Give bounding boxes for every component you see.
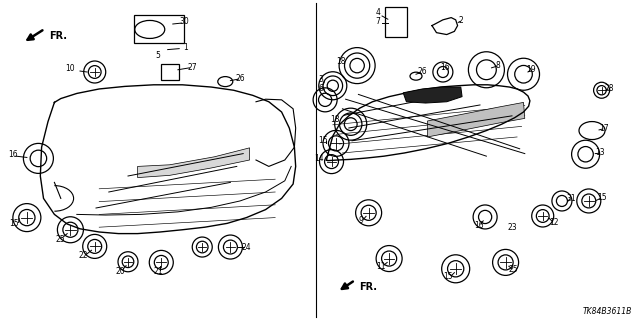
Text: 28: 28 bbox=[605, 84, 614, 93]
Text: 19: 19 bbox=[526, 65, 536, 74]
Text: 26: 26 bbox=[236, 74, 246, 83]
Polygon shape bbox=[403, 87, 462, 103]
Text: 16: 16 bbox=[8, 150, 18, 159]
Text: 4: 4 bbox=[375, 8, 380, 17]
Text: 15: 15 bbox=[317, 136, 328, 145]
Text: 23: 23 bbox=[507, 223, 517, 232]
Text: 15: 15 bbox=[596, 193, 607, 202]
Bar bbox=[161, 64, 179, 80]
Text: 15: 15 bbox=[9, 220, 19, 228]
Polygon shape bbox=[138, 148, 250, 178]
Text: 27: 27 bbox=[187, 63, 197, 72]
Text: 18: 18 bbox=[336, 57, 345, 66]
Text: 12: 12 bbox=[549, 218, 558, 227]
Text: 14: 14 bbox=[314, 154, 324, 163]
Text: 7: 7 bbox=[375, 17, 380, 26]
Text: 15: 15 bbox=[443, 272, 453, 281]
Text: 26: 26 bbox=[417, 68, 428, 76]
Text: 6: 6 bbox=[319, 84, 324, 93]
Text: FR.: FR. bbox=[359, 282, 377, 292]
Text: 10: 10 bbox=[65, 64, 76, 73]
Text: 31: 31 bbox=[566, 194, 576, 203]
Text: 16: 16 bbox=[440, 63, 450, 72]
Bar bbox=[385, 7, 406, 37]
Text: 21: 21 bbox=[154, 268, 163, 276]
Text: 1: 1 bbox=[183, 44, 188, 52]
Text: 8: 8 bbox=[495, 61, 500, 70]
Text: 20: 20 bbox=[115, 267, 125, 276]
Text: 17: 17 bbox=[599, 124, 609, 133]
Text: 11: 11 bbox=[377, 262, 386, 271]
Text: 9: 9 bbox=[358, 216, 364, 225]
Text: 5: 5 bbox=[156, 52, 161, 60]
Bar bbox=[134, 15, 184, 43]
Text: 13: 13 bbox=[595, 148, 605, 157]
Text: 22: 22 bbox=[79, 252, 88, 260]
Text: 25: 25 bbox=[508, 265, 518, 274]
Text: 2: 2 bbox=[458, 16, 463, 25]
Text: TK84B3611B: TK84B3611B bbox=[583, 307, 632, 316]
Text: FR.: FR. bbox=[49, 31, 67, 41]
Text: 16: 16 bbox=[474, 221, 484, 230]
Text: 25: 25 bbox=[56, 235, 66, 244]
Text: 3: 3 bbox=[319, 76, 324, 84]
Text: 18: 18 bbox=[331, 116, 340, 124]
Text: 30: 30 bbox=[179, 17, 189, 26]
Text: 24: 24 bbox=[241, 243, 252, 252]
Polygon shape bbox=[428, 102, 525, 137]
